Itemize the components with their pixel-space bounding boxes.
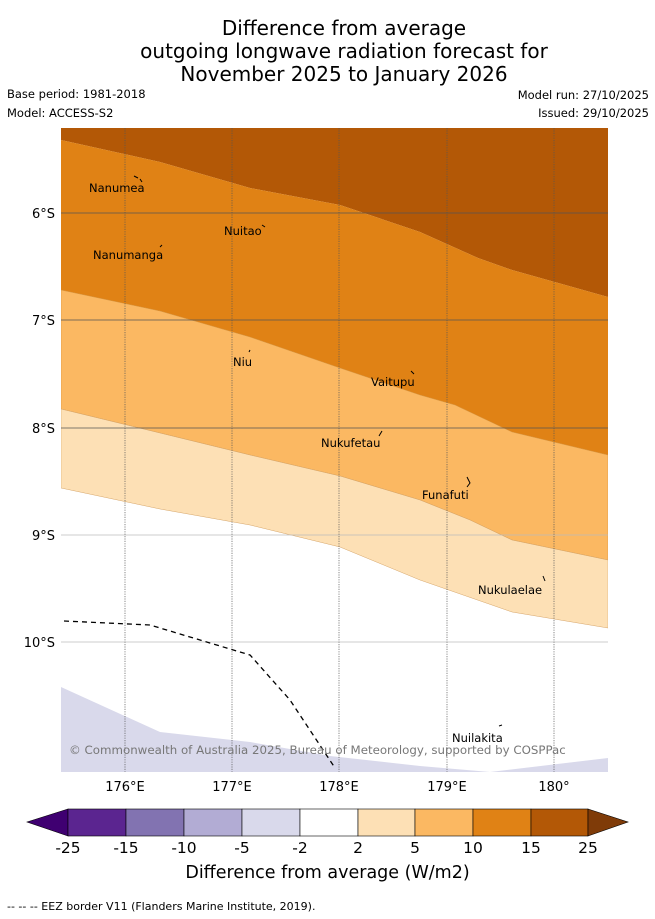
island-shape-nuilakita (498, 724, 503, 727)
lat-axis-labels: 6°S 7°S 8°S 9°S 10°S (24, 207, 55, 651)
band-minus5-minus2 (61, 687, 608, 772)
place-funafuti: Funafuti (422, 488, 469, 502)
copyright-notice: © Commonwealth of Australia 2025, Bureau… (69, 743, 566, 757)
island-shape-funafuti (466, 476, 471, 488)
eez-border (63, 620, 336, 769)
band-15-25 (61, 128, 608, 297)
place-nanumea: Nanumea (89, 181, 145, 195)
islands (133, 175, 546, 727)
colorbar-swatch-3 (183, 808, 243, 837)
band-10-15 (61, 140, 608, 455)
island-shape-nukufetau (378, 430, 383, 437)
eez-legend: -- -- -- EEZ border V11 (Flanders Marine… (7, 900, 316, 913)
colorbar-tick-label: 15 (521, 839, 541, 857)
issued-date: Issued: 29/10/2025 (538, 106, 649, 120)
colorbar-swatch-10 (587, 808, 629, 837)
lat-label-6s: 6°S (32, 207, 55, 222)
colorbar-tick-label: -15 (113, 839, 139, 857)
title-line-3: November 2025 to January 2026 (180, 62, 508, 86)
island-shape-nukulaelae (542, 575, 546, 582)
colorbar-swatch-8 (472, 808, 532, 837)
colorbar-tick-label: 5 (410, 839, 420, 857)
island-shape-nanumanga (159, 244, 163, 248)
colorbar-swatch-6 (357, 808, 416, 837)
colorbar-swatch-1 (67, 808, 127, 837)
colorbar-swatch-4 (241, 808, 301, 837)
colorbar-tick-label: -2 (292, 839, 308, 857)
lat-label-9s: 9°S (32, 529, 55, 544)
title-line-1: Difference from average (221, 16, 467, 40)
colorbar-tick-label: 10 (463, 839, 483, 857)
lon-label-179e: 179°E (427, 780, 467, 795)
graticule (61, 128, 608, 772)
colorbar-tick-label: 2 (353, 839, 363, 857)
colorbar-swatch-0 (26, 808, 69, 837)
lat-label-8s: 8°S (32, 422, 55, 437)
lon-label-180: 180° (538, 780, 569, 795)
model-run: Model run: 27/10/2025 (517, 88, 649, 102)
colorbar-swatch-2 (125, 808, 185, 837)
colorbar-tick-label: -25 (55, 839, 81, 857)
colorbar-swatch-9 (530, 808, 589, 837)
island-shape-nanumea (133, 175, 143, 183)
base-period: Base period: 1981-2018 (7, 87, 146, 101)
place-vaitupu: Vaitupu (371, 375, 415, 389)
colorbar-title: Difference from average (W/m2) (185, 863, 470, 883)
place-nuilakita: Nuilakita (452, 731, 503, 745)
colorbar-tick-label: -10 (171, 839, 197, 857)
island-shape-nuitao (261, 224, 266, 228)
lat-label-7s: 7°S (32, 314, 55, 329)
title-line-2: outgoing longwave radiation forecast for (140, 39, 548, 63)
place-niu: Niu (233, 355, 252, 369)
place-nanumanga: Nanumanga (93, 248, 163, 262)
place-labels: Nanumea Nuitao Nanumanga Niu Vaitupu Nuk… (89, 181, 542, 745)
island-shape-niu (248, 349, 251, 353)
colorbar-tick-label: 25 (578, 839, 598, 857)
place-nukulaelae: Nukulaelae (478, 583, 542, 597)
model-name: Model: ACCESS-S2 (7, 106, 114, 120)
lon-label-177e: 177°E (212, 780, 252, 795)
chart-title: Difference from average outgoing longwav… (0, 17, 655, 86)
colorbar-swatch-5 (299, 808, 359, 837)
colorbar (26, 808, 629, 837)
lon-axis-labels: 176°E 177°E 178°E 179°E 180° (105, 780, 569, 795)
map-area: Nanumea Nuitao Nanumanga Niu Vaitupu Nuk… (61, 128, 608, 772)
band-2-5 (61, 408, 608, 629)
lat-label-10s: 10°S (24, 636, 55, 651)
colorbar-swatch-7 (414, 808, 474, 837)
place-nukufetau: Nukufetau (321, 436, 380, 450)
lon-label-176e: 176°E (105, 780, 145, 795)
island-shape-vaitupu (410, 370, 415, 375)
place-nuitao: Nuitao (224, 224, 262, 238)
colorbar-tick-label: -5 (234, 839, 250, 857)
lon-label-178e: 178°E (319, 780, 359, 795)
